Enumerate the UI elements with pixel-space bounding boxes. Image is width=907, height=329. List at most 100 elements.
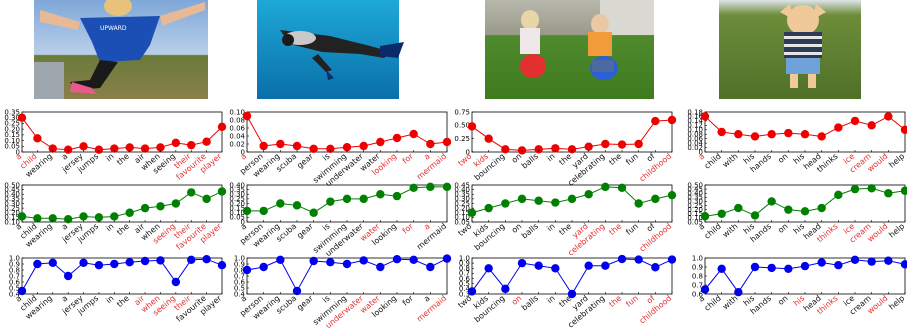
- data-point: [551, 264, 560, 273]
- y-tick-label: 0.25: [687, 202, 703, 210]
- y-tick-label: 0.05: [4, 143, 20, 151]
- data-point: [259, 262, 268, 272]
- x-tick-word: child: [703, 294, 723, 313]
- y-tick-label: 0: [241, 148, 245, 156]
- data-point: [734, 130, 743, 139]
- chart-panel-caption4-row2: 0.050.100.150.200.250.300.350.400.450.50…: [687, 181, 907, 245]
- data-point: [617, 183, 627, 192]
- data-point: [484, 264, 493, 273]
- data-point: [850, 255, 860, 264]
- x-tick-word: for: [401, 221, 416, 235]
- data-point: [584, 190, 593, 199]
- y-tick-label: 0.20: [4, 125, 20, 133]
- y-tick-label: 0.75: [454, 108, 470, 116]
- y-tick-label: 0.40: [687, 190, 703, 198]
- data-point: [359, 194, 368, 204]
- data-point: [110, 259, 119, 269]
- y-tick-label: 0.20: [4, 209, 20, 217]
- x-tick-word: fun: [624, 294, 640, 309]
- y-tick-label: 0.7: [234, 272, 245, 280]
- y-tick-label: 0.45: [454, 181, 470, 189]
- x-tick-word: the: [115, 222, 131, 237]
- y-tick-label: 0: [466, 148, 470, 156]
- data-point: [700, 112, 710, 121]
- data-point: [110, 144, 119, 153]
- y-tick-label: 1.0: [459, 254, 470, 262]
- x-tick-word: help: [887, 294, 906, 312]
- y-tick-label: 0.5: [9, 284, 20, 292]
- x-tick-word: a: [60, 294, 70, 304]
- data-point: [501, 199, 510, 208]
- y-tick-label: 0.7: [692, 281, 703, 289]
- y-tick-label: 0.4: [459, 285, 471, 293]
- x-tick-word: on: [776, 152, 789, 165]
- x-tick-word: is: [321, 152, 332, 163]
- y-tick-label: 0.8: [459, 265, 470, 273]
- data-point: [259, 206, 268, 216]
- x-tick-word: for: [401, 293, 416, 307]
- data-point: [409, 183, 418, 192]
- y-tick-label: 0.8: [9, 266, 20, 274]
- y-tick-label: 0.25: [4, 204, 20, 212]
- x-tick-word: in: [104, 152, 115, 164]
- x-tick-word: two: [456, 152, 473, 168]
- data-point: [156, 202, 165, 211]
- data-point: [326, 258, 335, 267]
- y-tick-label: 0.7: [9, 272, 20, 280]
- y-tick-label: 0.40: [4, 191, 20, 199]
- data-point: [426, 182, 435, 192]
- chart-panel-caption2-row2: 00.050.100.150.200.250.300.350.40aperson…: [229, 181, 452, 258]
- data-point: [651, 194, 660, 204]
- data-point: [750, 211, 760, 220]
- data-point: [834, 261, 843, 270]
- chart-panel-caption1-row1: 00.050.100.150.200.250.300.35achildweari…: [4, 108, 227, 182]
- x-tick-word: childhood: [638, 294, 674, 326]
- y-tick-label: 0.35: [4, 195, 20, 203]
- y-tick-label: 0.15: [454, 209, 470, 217]
- y-tick-label: 0.10: [229, 209, 245, 217]
- plot-frame: [21, 111, 223, 153]
- y-tick-label: 0.10: [687, 126, 703, 134]
- y-tick-label: 0.7: [459, 270, 470, 278]
- data-point: [202, 137, 211, 146]
- y-tick-label: 0.10: [229, 108, 245, 116]
- data-point: [834, 190, 843, 200]
- y-tick-label: 0.35: [454, 191, 470, 199]
- data-point: [171, 138, 181, 148]
- y-tick-label: 0.50: [4, 181, 20, 189]
- data-point: [667, 190, 677, 200]
- data-point: [202, 194, 211, 204]
- x-tick-word: a: [422, 294, 432, 304]
- data-point: [217, 122, 227, 132]
- data-point: [125, 258, 134, 267]
- data-point: [750, 262, 760, 272]
- data-point: [567, 194, 577, 204]
- data-point: [217, 187, 227, 196]
- data-point: [501, 284, 510, 294]
- y-tick-label: 0.4: [234, 290, 246, 298]
- y-tick-label: 1.0: [692, 254, 703, 262]
- y-tick-label: 0.15: [229, 204, 245, 212]
- x-tick-word: of: [645, 222, 657, 234]
- x-tick-word: is: [321, 294, 332, 305]
- x-tick-word: in: [104, 222, 115, 234]
- data-point: [567, 145, 577, 154]
- y-tick-label: 0.8: [234, 266, 245, 274]
- data-point: [376, 137, 385, 147]
- data-point: [601, 261, 610, 270]
- x-tick-word: on: [776, 222, 789, 235]
- data-point: [634, 255, 643, 264]
- x-tick-word: in: [104, 294, 115, 306]
- y-tick-label: 0.45: [4, 186, 20, 194]
- y-tick-label: 0.6: [459, 275, 471, 283]
- data-point: [259, 141, 268, 151]
- y-tick-label: 0.10: [4, 137, 20, 145]
- data-point: [48, 144, 57, 153]
- chart-panel-caption2-row3: 0.40.50.60.70.80.91.0apersonwearingscuba…: [234, 254, 452, 329]
- y-tick-label: 0.15: [687, 210, 703, 218]
- x-tick-word: a: [60, 152, 70, 162]
- y-tick-label: 0.50: [454, 122, 470, 130]
- y-tick-label: 0.25: [454, 200, 470, 208]
- data-point: [834, 123, 843, 132]
